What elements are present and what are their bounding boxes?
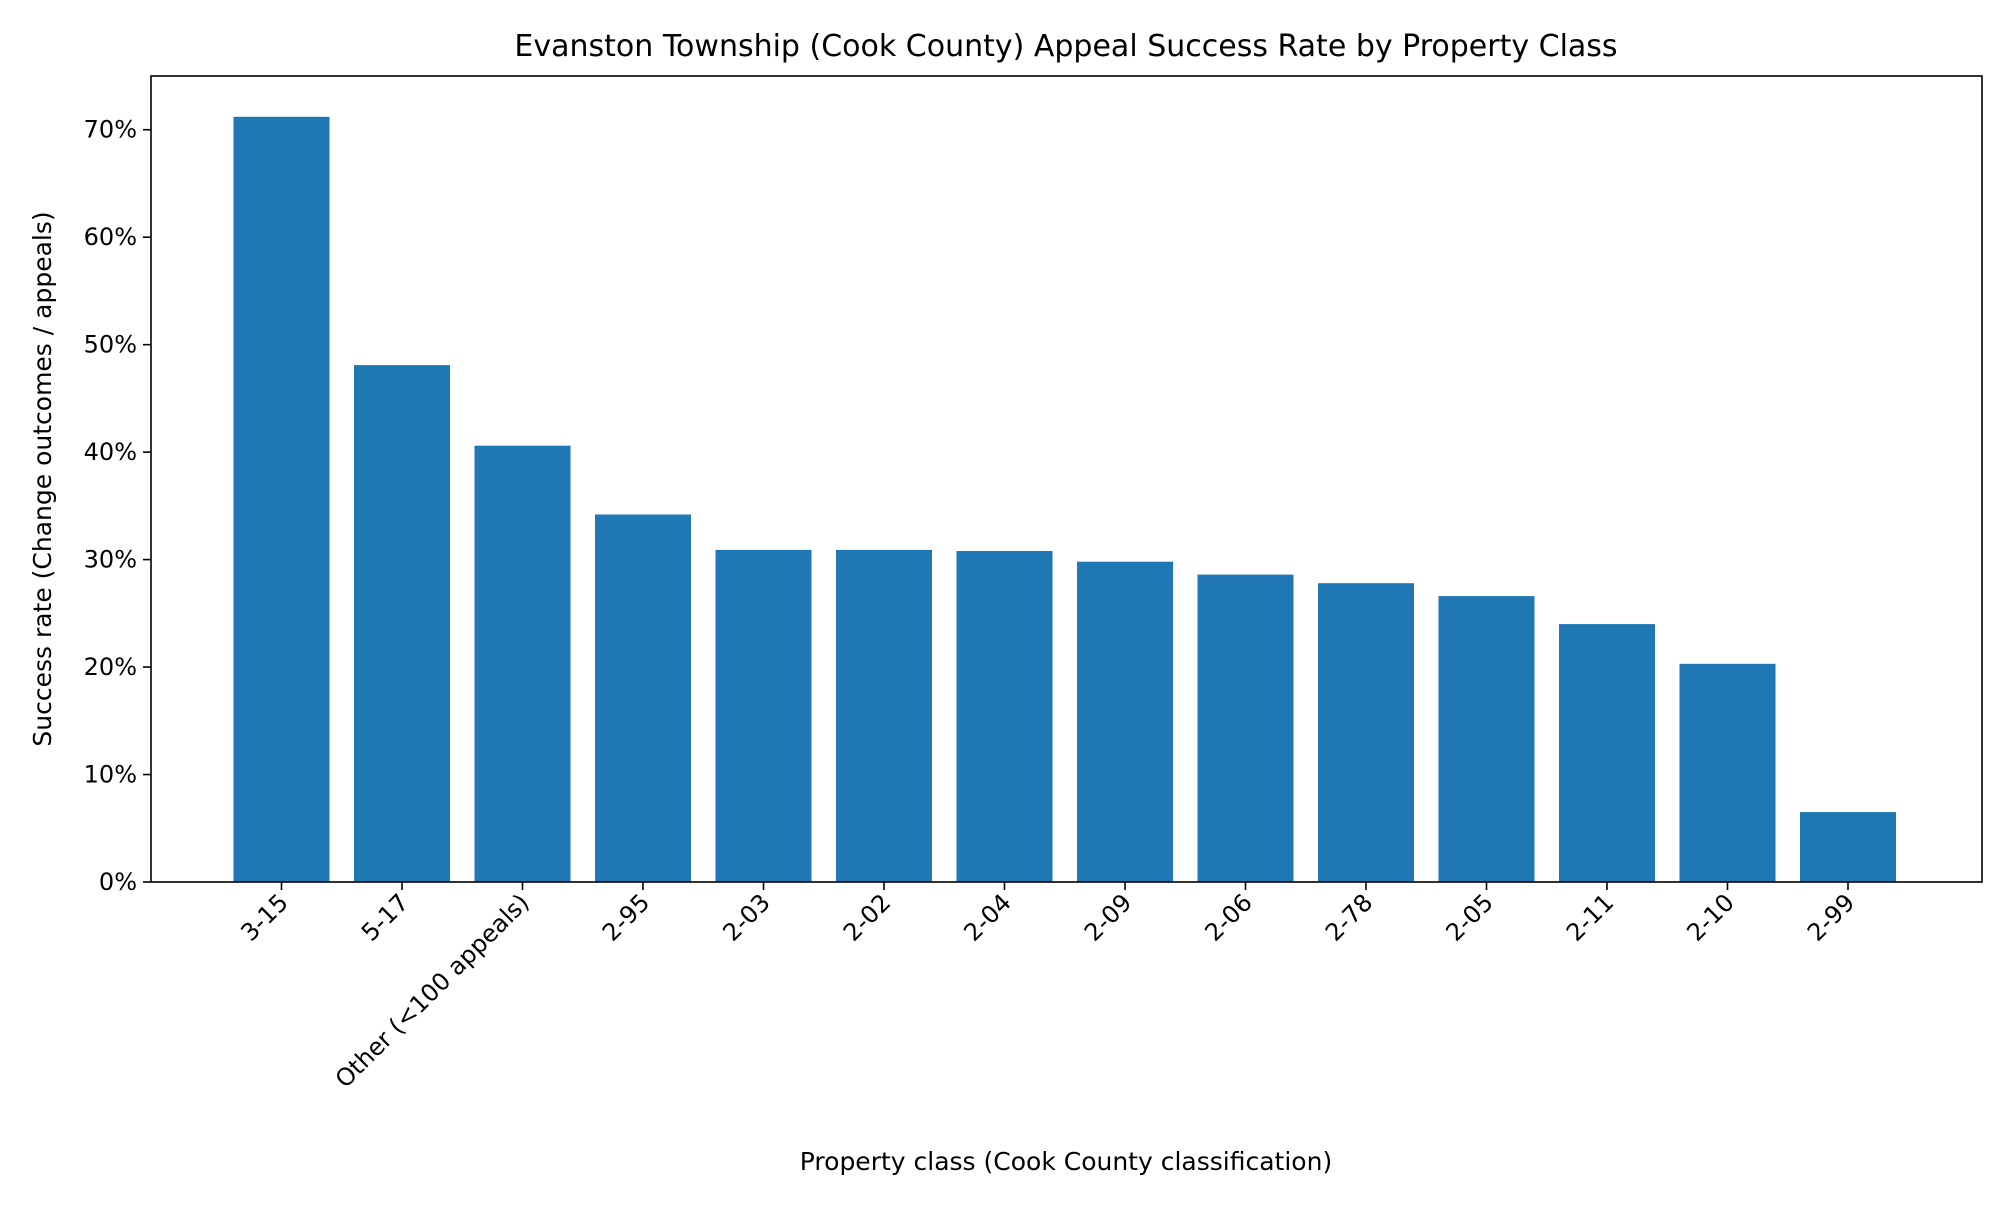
plot-frame <box>150 75 1983 883</box>
x-tick-label-1: 5-17 <box>356 888 414 946</box>
bar-9 <box>1318 583 1414 882</box>
x-tick-label-13: 2-99 <box>1802 888 1860 946</box>
y-tick-label-1: 10% <box>84 761 137 789</box>
bar-4 <box>715 549 812 882</box>
x-tick-label-0: 3-15 <box>235 888 293 946</box>
y-tick-label-2: 20% <box>84 653 137 681</box>
bar-12 <box>1679 663 1776 882</box>
y-tick-label-6: 60% <box>84 223 137 251</box>
bar-0 <box>233 116 330 883</box>
bar-7 <box>1077 561 1173 882</box>
y-tick-label-4: 40% <box>84 438 137 466</box>
x-tick-label-12: 2-10 <box>1681 888 1739 946</box>
bar-10 <box>1438 596 1535 882</box>
y-tick-label-7: 70% <box>84 116 137 144</box>
x-tick-label-7: 2-09 <box>1079 888 1137 946</box>
x-tick-label-11: 2-11 <box>1561 888 1619 946</box>
chart-title: Evanston Township (Cook County) Appeal S… <box>514 29 1617 64</box>
x-axis-label: Property class (Cook County classificati… <box>800 1147 1332 1176</box>
x-tick-label-9: 2-78 <box>1320 888 1378 946</box>
x-tick-label-4: 2-03 <box>717 888 775 946</box>
y-tick-label-3: 30% <box>84 546 137 574</box>
x-tick-label-5: 2-02 <box>838 888 896 946</box>
x-tick-label-2: Other (<100 appeals) <box>330 888 535 1093</box>
x-tick-label-3: 2-95 <box>597 888 655 946</box>
bar-2 <box>474 445 571 882</box>
x-tick-label-8: 2-06 <box>1199 888 1257 946</box>
bar-11 <box>1559 624 1655 882</box>
x-tick-label-10: 2-05 <box>1440 888 1498 946</box>
bar-13 <box>1800 812 1896 882</box>
y-tick-label-5: 50% <box>84 331 137 359</box>
x-tick-label-6: 2-04 <box>958 888 1016 946</box>
y-tick-label-0: 0% <box>99 868 137 896</box>
bar-5 <box>836 549 932 882</box>
bar-3 <box>595 514 691 882</box>
y-axis-label: Success rate (Change outcomes / appeals) <box>28 211 57 746</box>
bar-6 <box>956 551 1053 882</box>
bar-8 <box>1197 574 1294 882</box>
bar-1 <box>354 365 450 883</box>
